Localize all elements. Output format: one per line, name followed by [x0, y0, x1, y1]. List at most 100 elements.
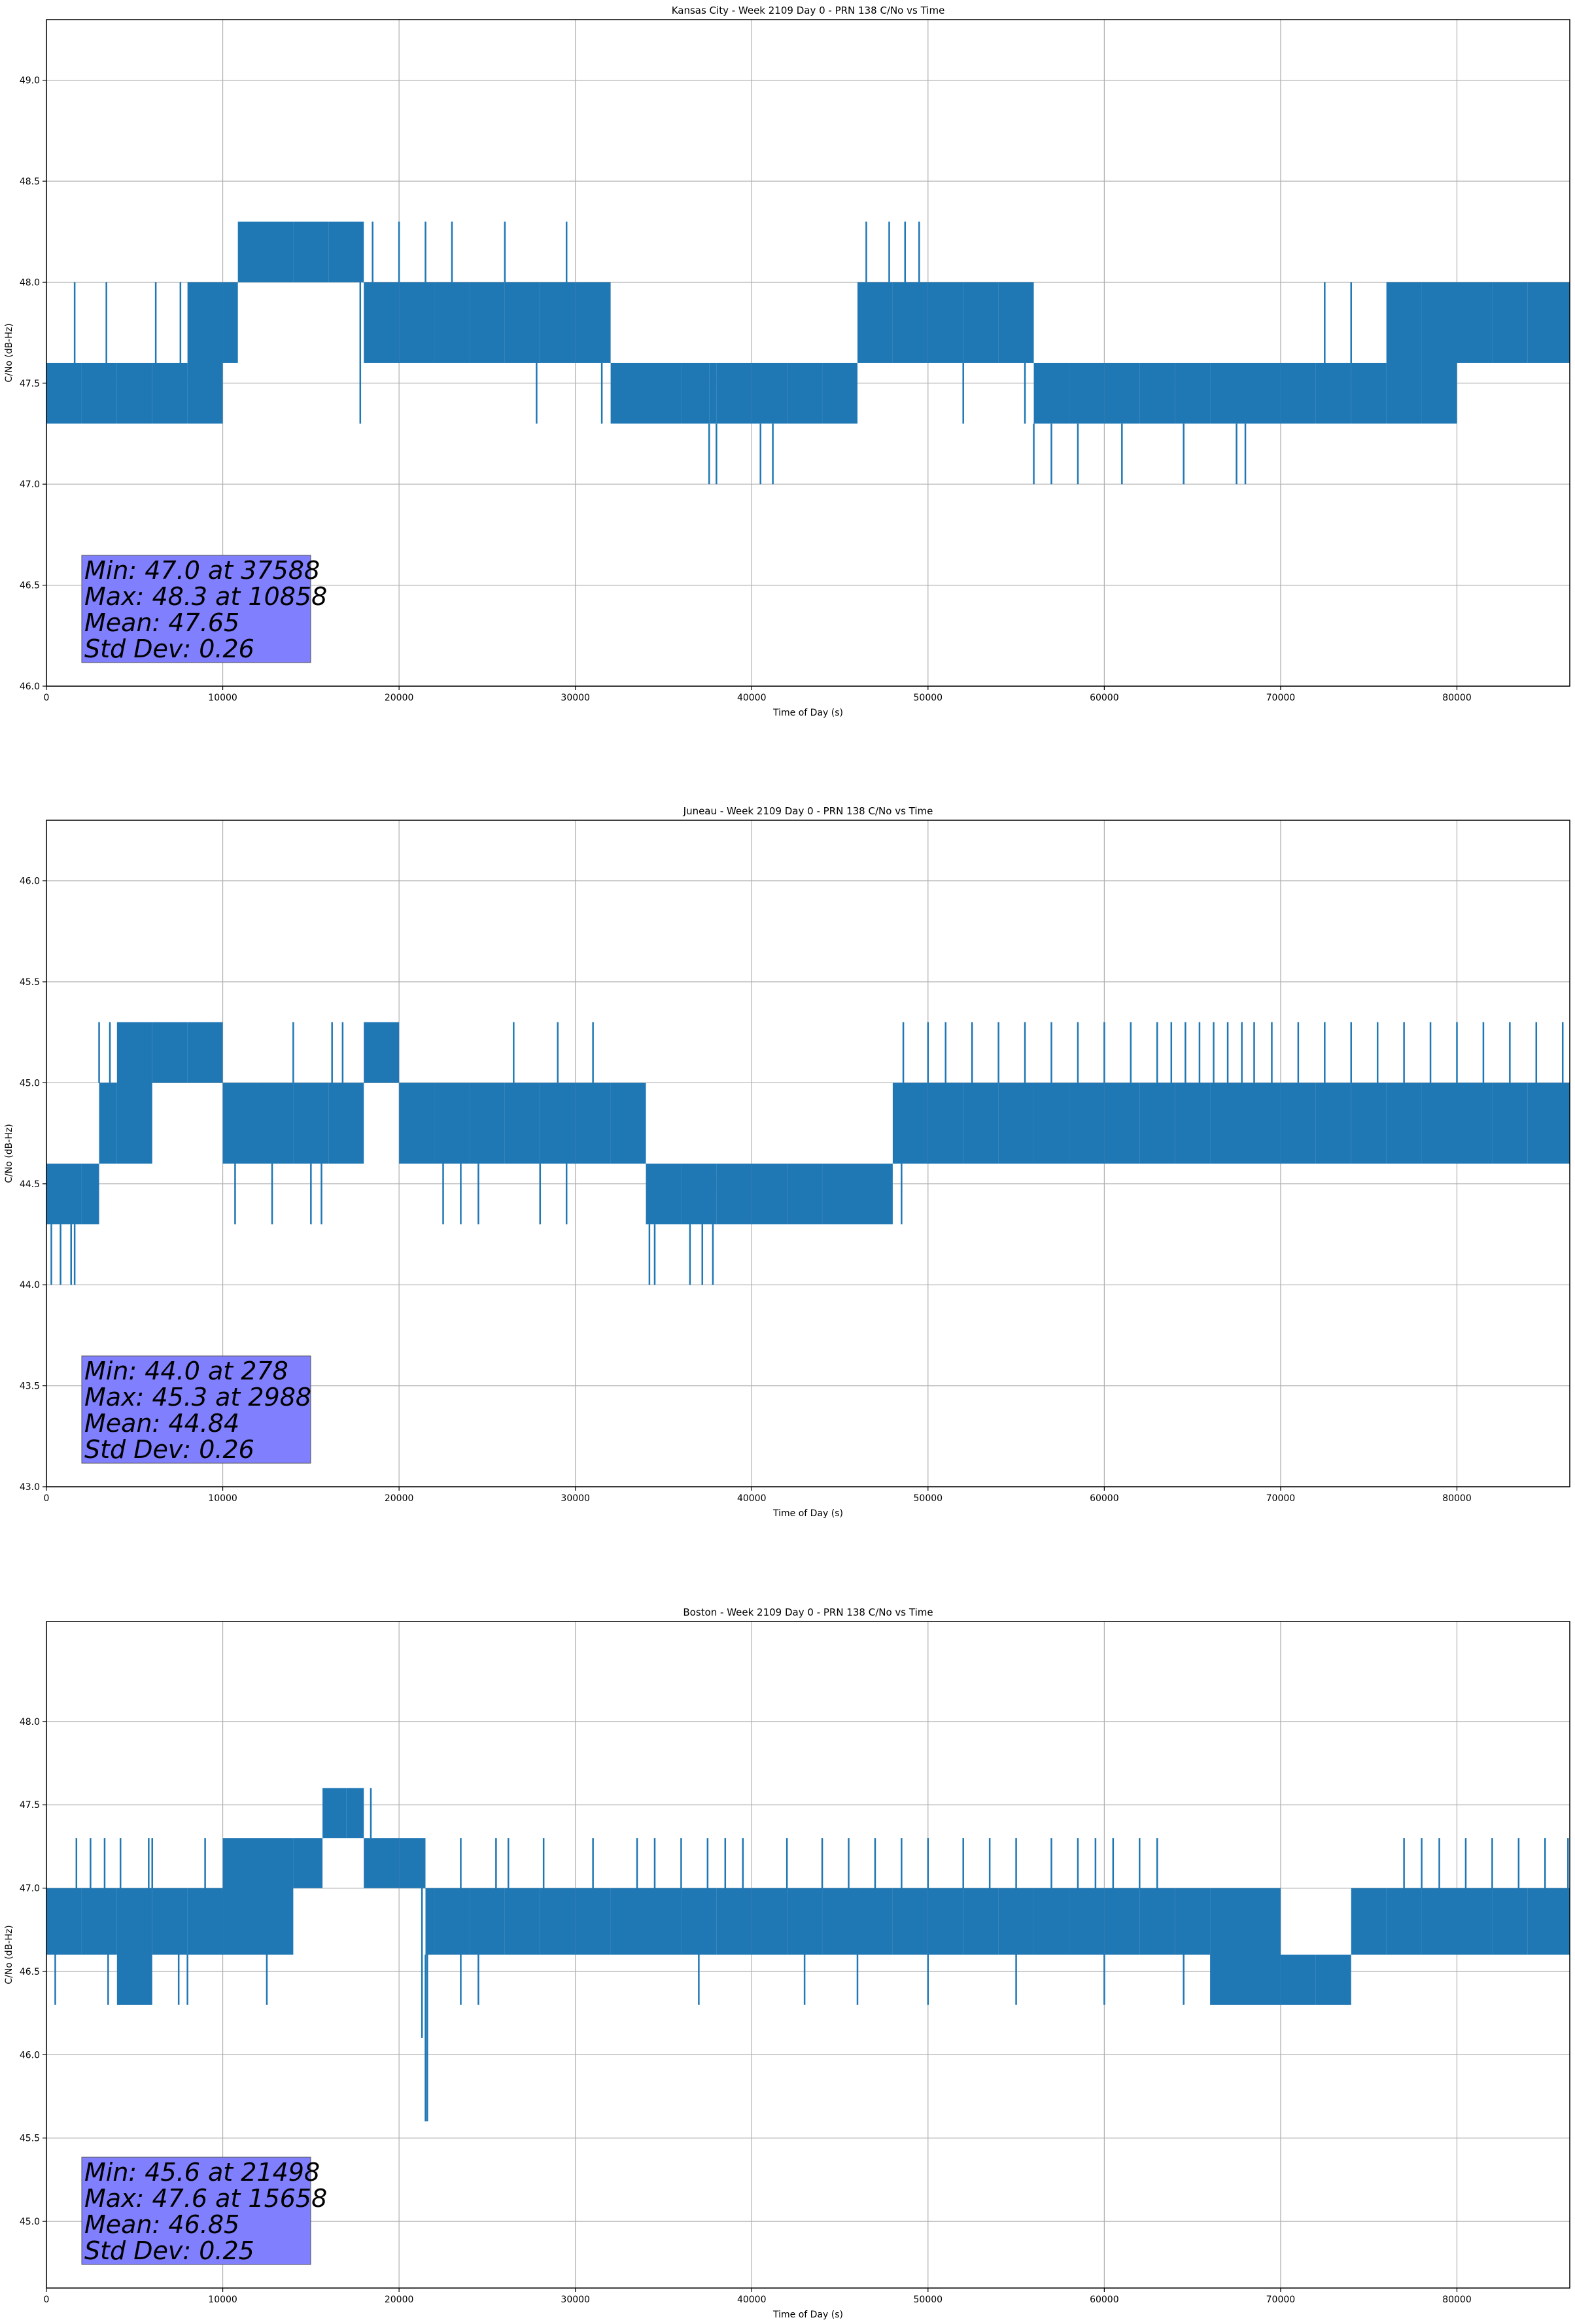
y-tick-label: 46.5 [20, 1967, 40, 1977]
series-line [46, 221, 1570, 485]
series-band [237, 221, 258, 283]
series-band [646, 1163, 682, 1224]
series-band [46, 1888, 82, 1955]
series-band [998, 1888, 1034, 1955]
series-band [1457, 1083, 1493, 1164]
series-band [152, 1022, 188, 1083]
series-band [116, 1888, 152, 2005]
x-tick-label: 70000 [1266, 2295, 1296, 2305]
x-tick-label: 20000 [385, 2295, 414, 2305]
x-tick-label: 60000 [1090, 2295, 1119, 2305]
chart-panel: 0 10000 20000 30000 40000 50000 60000 70000 8000… [4, 1606, 1570, 2320]
y-tick-label: 43.0 [20, 1482, 40, 1493]
series-band [1069, 1888, 1105, 1955]
series-band [81, 1888, 117, 1955]
y-tick-label: 45.0 [20, 1078, 40, 1088]
series-band [346, 1788, 364, 1839]
x-axis-label: Time of Day (s) [772, 1508, 843, 1519]
x-axis-label: Time of Day (s) [772, 2310, 843, 2320]
y-tick-label: 47.0 [20, 479, 40, 490]
series-band [1139, 362, 1175, 424]
series-band [1210, 1083, 1246, 1164]
x-tick-label: 60000 [1090, 693, 1119, 703]
series-band [152, 1888, 188, 1955]
series-band [681, 362, 710, 424]
series-band [716, 1163, 752, 1224]
series-band [1069, 362, 1105, 424]
series-band [1315, 1083, 1351, 1164]
y-axis-label: C/No (dB-Hz) [4, 1124, 14, 1183]
series-band [752, 362, 788, 424]
series-band [46, 1163, 82, 1224]
series-band [1386, 1888, 1422, 1955]
series-band [1386, 1083, 1422, 1164]
stats-box [81, 1355, 311, 1464]
y-tick-label: 45.5 [20, 977, 40, 988]
x-tick-label: 20000 [385, 693, 414, 703]
series-band [610, 1083, 646, 1164]
stats-line: Std Dev: 0.25 [84, 2236, 254, 2265]
y-tick-label: 47.0 [20, 1884, 40, 1894]
series-band [540, 1083, 576, 1164]
y-tick-label: 47.5 [20, 379, 40, 389]
x-tick-label: 40000 [737, 1493, 767, 1504]
series-band [1527, 1888, 1570, 1955]
series-band [716, 362, 752, 424]
series-band [469, 282, 505, 363]
series-band [646, 362, 682, 424]
series-band [322, 1788, 347, 1839]
series-band [434, 1083, 470, 1164]
series-band [681, 1163, 717, 1224]
stats-line: Std Dev: 0.26 [84, 634, 254, 663]
series-band [152, 362, 188, 424]
series-band [1386, 282, 1422, 424]
x-tick-label: 40000 [737, 693, 767, 703]
series-band [81, 362, 117, 424]
series-band [1492, 1083, 1528, 1164]
series-band [1245, 1888, 1281, 2005]
x-tick-label: 20000 [385, 1493, 414, 1504]
y-tick-label: 46.0 [20, 876, 40, 887]
stats-line: Mean: 44.84 [84, 1409, 239, 1438]
stats-line: Min: 44.0 at 278 [84, 1357, 288, 1385]
series-band [822, 1163, 857, 1224]
series-band [116, 1022, 152, 1164]
series-band [469, 1888, 505, 1955]
series-band [1457, 282, 1493, 363]
series-band [1351, 1888, 1387, 1955]
stats-line: Min: 47.0 at 37588 [84, 556, 320, 585]
series-band [1175, 1083, 1211, 1164]
series-band [1139, 1083, 1175, 1164]
series-band [1210, 1888, 1246, 2005]
series-band [1175, 362, 1211, 424]
y-tick-label: 48.0 [20, 1717, 40, 1727]
chart-panel: 0 10000 20000 30000 40000 50000 60000 70000 8000… [4, 805, 1570, 1519]
x-tick-label: 0 [44, 2295, 50, 2305]
series-band [857, 1888, 893, 1955]
series-band [1421, 1083, 1457, 1164]
y-tick-label: 46.0 [20, 2050, 40, 2060]
series-band [328, 221, 364, 283]
series-band [892, 282, 928, 363]
series-band [187, 1888, 223, 1955]
series-band [998, 1083, 1034, 1164]
y-tick-label: 49.0 [20, 76, 40, 86]
series-band [1315, 362, 1351, 424]
series-band [1033, 1083, 1069, 1164]
series-band [293, 1838, 323, 1888]
series-band [709, 362, 717, 424]
series-band [1492, 282, 1528, 363]
x-tick-label: 80000 [1442, 2295, 1472, 2305]
x-tick-label: 80000 [1442, 693, 1472, 703]
stats-line: Min: 45.6 at 21498 [84, 2158, 320, 2187]
stats-line: Std Dev: 0.26 [84, 1435, 254, 1464]
series-band [540, 1888, 576, 1955]
series-line [46, 1788, 1570, 2122]
series-band [1351, 1083, 1387, 1164]
series-band [1280, 362, 1316, 424]
axes-frame [46, 1621, 1570, 2289]
x-tick-label: 50000 [914, 2295, 943, 2305]
chart-title: Kansas City - Week 2109 Day 0 - PRN 138 … [672, 5, 945, 16]
series-band [293, 221, 329, 283]
